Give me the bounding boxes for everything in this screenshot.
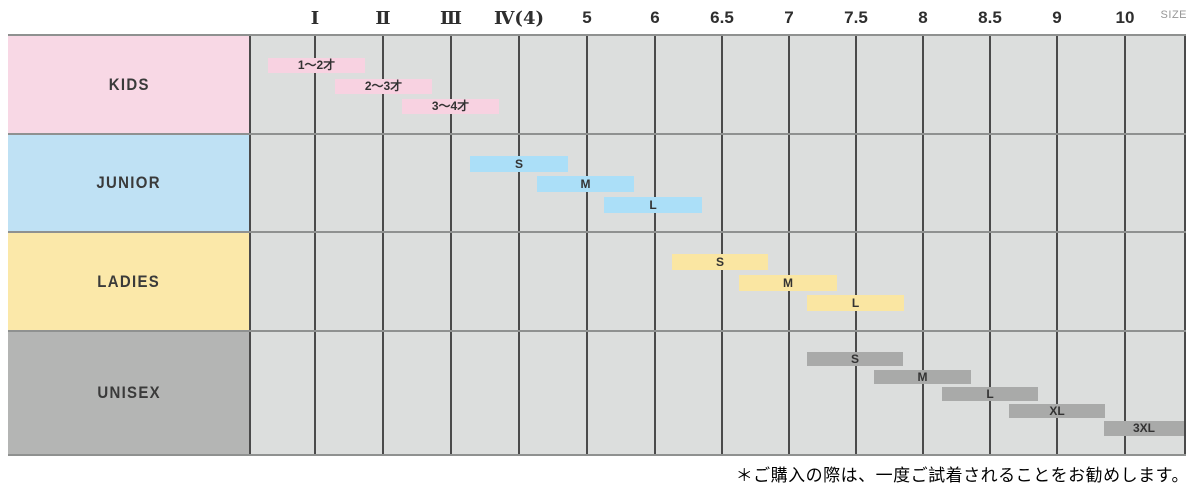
size-bar-unisex-S: S	[807, 352, 903, 366]
row-separator-4	[8, 454, 1186, 456]
size-bar-junior-S: S	[470, 156, 568, 172]
category-cell-ladies: LADIES	[8, 232, 250, 331]
tick-line-9	[1056, 35, 1058, 455]
category-cell-kids: KIDS	[8, 35, 250, 134]
fitting-note: ＊ご購入の際は、一度ご試着されることをお勧めします。	[735, 466, 1189, 485]
tick-line-6.5	[721, 35, 723, 455]
tick-label-10: 10	[1115, 8, 1135, 27]
tick-line-6	[654, 35, 656, 455]
tick-line-Ⅱ	[382, 35, 384, 455]
tick-line-Ⅲ	[450, 35, 452, 455]
tick-label-5: 5	[582, 8, 592, 27]
size-bar-unisex-M: M	[874, 370, 971, 384]
tick-line-5	[586, 35, 588, 455]
tick-label-7.5: 7.5	[844, 8, 868, 27]
size-bar-kids-2～3才: 2～3才	[335, 79, 432, 94]
category-label-unisex: UNISEX	[97, 383, 161, 402]
row-separator-3	[8, 330, 1186, 332]
size-bar-kids-1～2才: 1～2才	[268, 58, 365, 73]
tick-label-Ⅱ: Ⅱ	[375, 8, 391, 29]
tick-label-7: 7	[784, 8, 794, 27]
size-bar-junior-M: M	[537, 176, 634, 192]
size-bar-ladies-S: S	[672, 254, 768, 270]
grid-left-border	[249, 35, 251, 455]
tick-label-8: 8	[918, 8, 928, 27]
size-grid-background	[250, 35, 1186, 455]
tick-line-10	[1124, 35, 1126, 455]
size-bar-unisex-L: L	[942, 387, 1038, 401]
category-label-kids: KIDS	[108, 74, 150, 94]
category-label-ladies: LADIES	[97, 271, 161, 291]
tick-label-Ⅰ: Ⅰ	[310, 8, 320, 29]
tick-line-Ⅳ(4)	[518, 35, 520, 455]
tick-line-8	[922, 35, 924, 455]
tick-line-Ⅰ	[314, 35, 316, 455]
tick-label-8.5: 8.5	[978, 8, 1002, 27]
grid-right-border	[1184, 35, 1186, 455]
row-separator-0	[8, 34, 1186, 36]
category-cell-junior: JUNIOR	[8, 134, 250, 232]
tick-line-8.5	[989, 35, 991, 455]
category-cell-unisex: UNISEX	[8, 331, 250, 455]
tick-label-9: 9	[1052, 8, 1062, 27]
tick-label-Ⅲ: Ⅲ	[440, 8, 462, 29]
size-bar-kids-3～4才: 3～4才	[402, 99, 499, 114]
tick-line-7.5	[855, 35, 857, 455]
tick-label-6.5: 6.5	[710, 8, 734, 27]
size-axis-title: SIZE	[1160, 9, 1187, 21]
size-bar-unisex-3XL: 3XL	[1104, 421, 1184, 436]
size-bar-unisex-XL: XL	[1009, 404, 1105, 418]
tick-label-Ⅳ(4): Ⅳ(4)	[494, 8, 544, 29]
size-bar-junior-L: L	[604, 197, 702, 213]
category-label-junior: JUNIOR	[96, 173, 162, 192]
size-bar-ladies-L: L	[807, 295, 904, 311]
tick-line-7	[788, 35, 790, 455]
row-separator-2	[8, 231, 1186, 233]
row-separator-1	[8, 133, 1186, 135]
size-bar-ladies-M: M	[739, 275, 837, 291]
tick-label-6: 6	[650, 8, 660, 27]
